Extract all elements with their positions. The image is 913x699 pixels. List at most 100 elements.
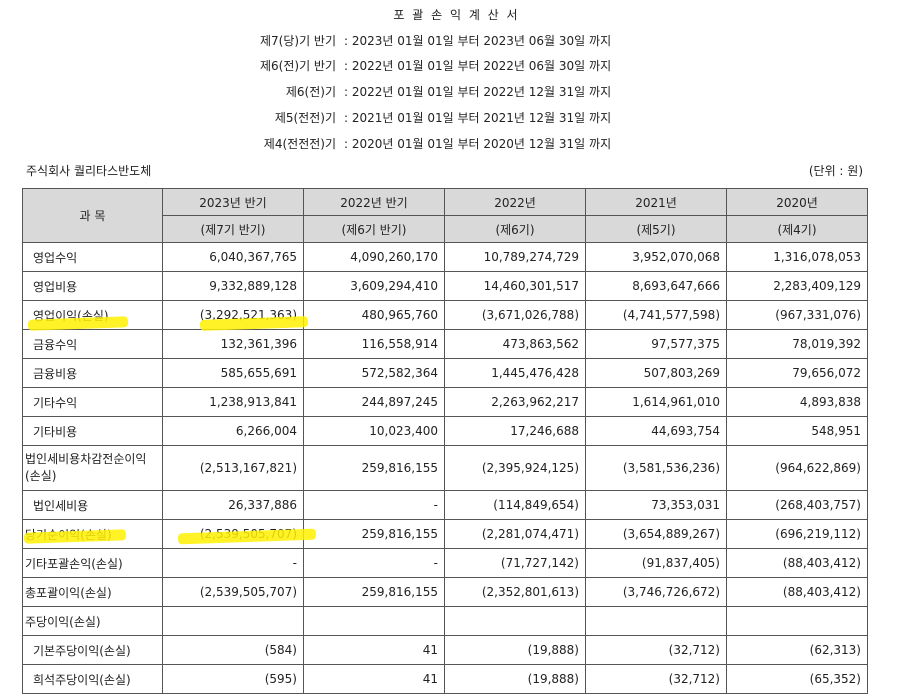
cell-value: (2,281,074,471) [444,519,586,549]
cell-value: 17,246,688 [444,416,586,446]
row-label: 주당이익(손실) [22,606,163,636]
period-range: : 2022년 01월 01일 부터 2022년 12월 31일 까지 [344,85,612,99]
cell-value: 3,952,070,068 [585,242,727,272]
cell-value: (584) [162,635,304,665]
cell-value: (3,581,536,236) [585,445,727,491]
cell-value: (19,888) [444,664,586,694]
cell-value: 41 [303,635,445,665]
cell-value: 78,019,392 [726,329,868,359]
cell-value: (3,671,026,788) [444,300,586,330]
column-header-term: (제6기) [444,215,586,243]
table-row: 기타수익 1,238,913,841 244,897,245 2,263,962… [22,387,868,417]
cell-value: (964,622,869) [726,445,868,491]
column-header-year: 2022년 반기 [303,188,445,216]
cell-value [726,606,868,636]
cell-value: 10,789,274,729 [444,242,586,272]
company-name: 주식회사 퀄리타스반도체 [26,164,152,178]
cell-value: 1,445,476,428 [444,358,586,388]
period-label: 제7(당)기 반기 [259,34,336,48]
table-row: 영업수익 6,040,367,765 4,090,260,170 10,789,… [22,242,868,272]
cell-value: 585,655,691 [162,358,304,388]
column-header-year: 2022년 [444,188,586,216]
unit-label: (단위 : 원) [808,164,863,178]
cell-value: 3,609,294,410 [303,271,445,301]
cell-value: 1,238,913,841 [162,387,304,417]
period-label: 제5(전전)기 [274,111,336,125]
cell-value: (91,837,405) [585,548,727,578]
period-range: : 2020년 01월 01일 부터 2020년 12월 31일 까지 [344,137,612,151]
row-label: 희석주당이익(손실) [22,664,163,694]
cell-value: 4,090,260,170 [303,242,445,272]
item-header: 과 목 [22,188,163,243]
cell-value: 97,577,375 [585,329,727,359]
cell-value: 473,863,562 [444,329,586,359]
period-label: 제4(전전전)기 [263,137,336,151]
cell-value: 10,023,400 [303,416,445,446]
table-row: 기타포괄손익(손실) - - (71,727,142) (91,837,405)… [22,548,868,578]
row-label: 기타수익 [22,387,163,417]
table-row: 금융비용 585,655,691 572,582,364 1,445,476,4… [22,358,868,388]
column-header-term: (제5기) [585,215,727,243]
cell-value: 259,816,155 [303,445,445,491]
cell-value: (696,219,112) [726,519,868,549]
row-label: 법인세비용차감전순이익(손실) [22,445,163,491]
cell-value: (3,654,889,267) [585,519,727,549]
period-label: 제6(전)기 반기 [259,59,336,73]
cell-value: 1,316,078,053 [726,242,868,272]
column-header-term: (제6기 반기) [303,215,445,243]
row-label: 기타포괄손익(손실) [22,548,163,578]
row-label: 기본주당이익(손실) [22,635,163,665]
column-header-term: (제7기 반기) [162,215,304,243]
cell-value: - [303,490,445,520]
cell-value: 572,582,364 [303,358,445,388]
cell-value: (268,403,757) [726,490,868,520]
cell-value: 507,803,269 [585,358,727,388]
column-header-year: 2020년 [726,188,868,216]
cell-value: (114,849,654) [444,490,586,520]
cell-value: (88,403,412) [726,548,868,578]
period-range: : 2023년 01월 01일 부터 2023년 06월 30일 까지 [344,34,612,48]
cell-value: 2,283,409,129 [726,271,868,301]
cell-value: (2,395,924,125) [444,445,586,491]
statement-title: 포 괄 손 익 계 산 서 [393,8,520,22]
cell-value: (88,403,412) [726,577,868,607]
column-header-year: 2023년 반기 [162,188,304,216]
table-row: 영업이익(손실) (3,292,521,363) 480,965,760 (3,… [22,300,868,330]
table-body: 영업수익 6,040,367,765 4,090,260,170 10,789,… [22,242,868,694]
row-label: 법인세비용 [22,490,163,520]
header-row-years: 과 목 2023년 반기 2022년 반기 2022년 2021년 2020년 [22,188,868,243]
row-label: 총포괄이익(손실) [22,577,163,607]
column-header-year: 2021년 [585,188,727,216]
cell-value: (2,539,505,707) [162,577,304,607]
cell-value: (2,513,167,821) [162,445,304,491]
table-row: 기타비용 6,266,004 10,023,400 17,246,688 44,… [22,416,868,446]
column-header-term: (제4기) [726,215,868,243]
cell-value: (65,352) [726,664,868,694]
cell-value: 26,337,886 [162,490,304,520]
cell-value: 259,816,155 [303,519,445,549]
cell-value: (595) [162,664,304,694]
table-row: 법인세비용차감전순이익(손실) (2,513,167,821) 259,816,… [22,445,868,491]
table-row: 주당이익(손실) [22,606,868,636]
cell-value: 41 [303,664,445,694]
row-label: 금융수익 [22,329,163,359]
cell-value: 14,460,301,517 [444,271,586,301]
table-row: 금융수익 132,361,396 116,558,914 473,863,562… [22,329,868,359]
cell-value [162,606,304,636]
cell-value: 73,353,031 [585,490,727,520]
cell-value: 8,693,647,666 [585,271,727,301]
cell-value: 259,816,155 [303,577,445,607]
cell-value: 132,361,396 [162,329,304,359]
cell-value: 1,614,961,010 [585,387,727,417]
cell-value: (4,741,577,598) [585,300,727,330]
income-statement-table: 과 목 2023년 반기 2022년 반기 2022년 2021년 2020년 … [22,188,868,694]
cell-value [444,606,586,636]
cell-value: 4,893,838 [726,387,868,417]
cell-value: 480,965,760 [303,300,445,330]
cell-value: (32,712) [585,664,727,694]
cell-value: 116,558,914 [303,329,445,359]
period-label: 제6(전)기 [285,85,336,99]
table-row: 희석주당이익(손실) (595) 41 (19,888) (32,712) (6… [22,664,868,694]
row-label: 금융비용 [22,358,163,388]
cell-value: (62,313) [726,635,868,665]
